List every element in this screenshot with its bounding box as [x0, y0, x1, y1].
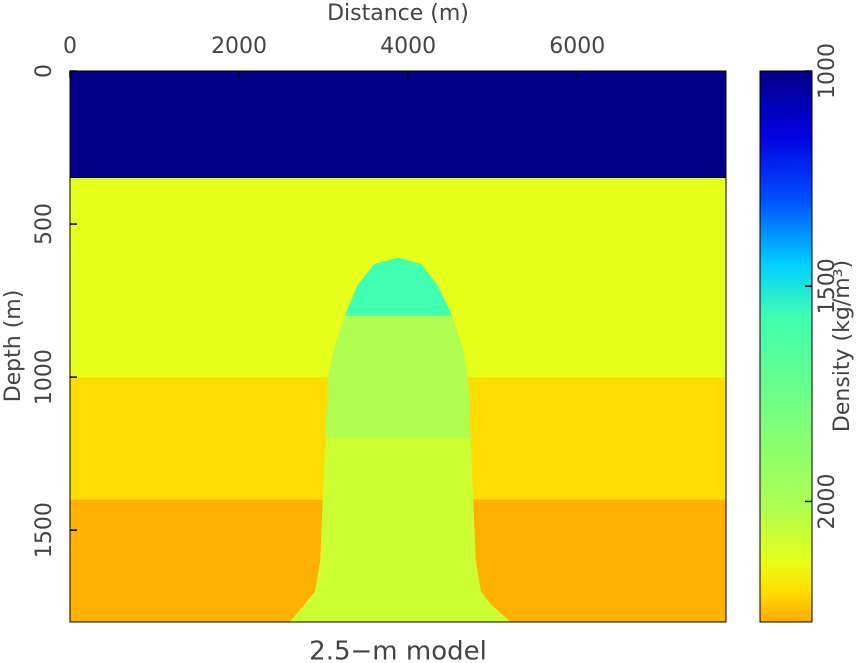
colorbar-title: Density (kg/m³): [830, 260, 855, 432]
y-tick-label: 0: [32, 64, 57, 78]
plot-frame: [69, 70, 727, 623]
x-axis-title: Distance (m): [327, 1, 469, 26]
colorbar-tick-label: 2000: [815, 473, 840, 529]
y-axis-title: Depth (m): [1, 290, 26, 403]
x-tick-label: 2000: [211, 34, 267, 59]
y-tick-label: 1500: [32, 502, 57, 558]
layer: [70, 71, 726, 179]
x-tick-label: 6000: [549, 34, 605, 59]
colorbar-tick-label: 1000: [815, 43, 840, 99]
colorbar-tick-label: 1500: [815, 258, 840, 314]
chart-title: 2.5−m model: [309, 637, 487, 663]
y-tick-label: 500: [32, 203, 57, 245]
y-tick-label: 1000: [32, 349, 57, 405]
colorbar: [759, 70, 813, 623]
x-tick-label: 0: [63, 34, 77, 59]
x-tick-label: 4000: [380, 34, 436, 59]
